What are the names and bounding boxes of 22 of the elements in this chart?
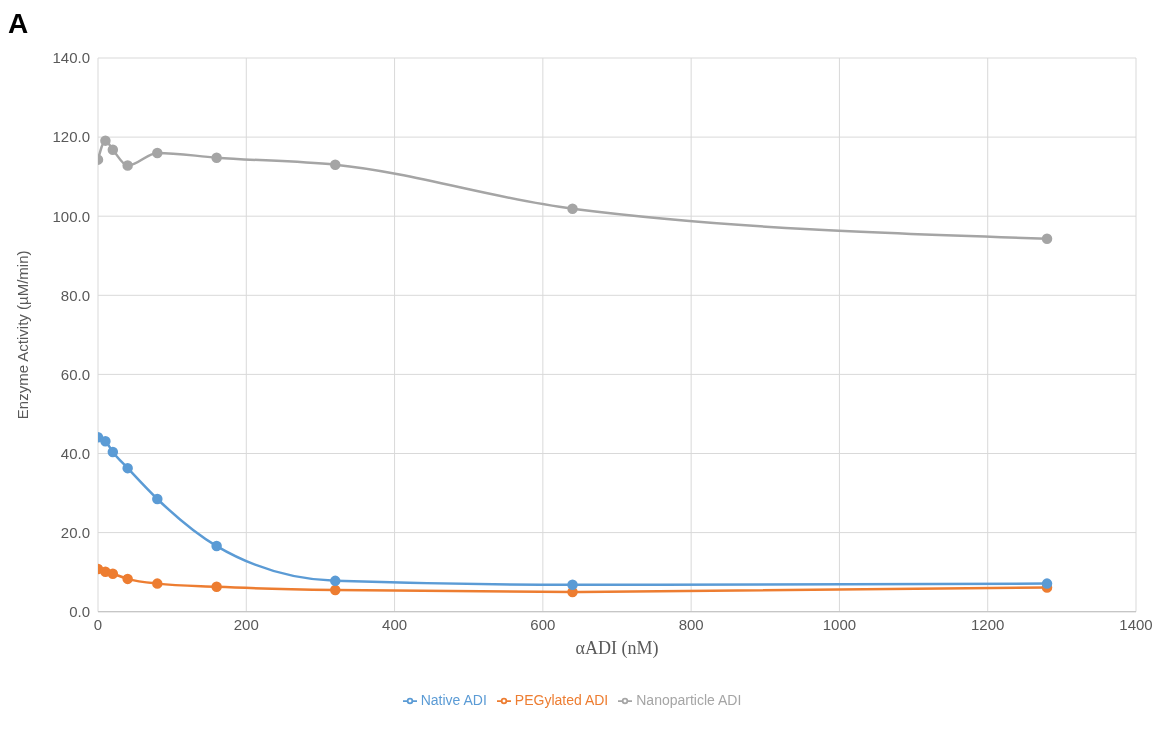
- x-tick-label: 600: [530, 616, 556, 634]
- legend-label: Nanoparticle ADI: [636, 691, 742, 708]
- x-tick-label: 1400: [1119, 616, 1153, 634]
- y-tick-label: 60.0: [60, 365, 90, 383]
- y-tick-label: 20.0: [60, 523, 90, 541]
- legend-label: Native ADI: [420, 691, 487, 708]
- text: A: [8, 8, 29, 40]
- x-tick-label: 200: [233, 616, 259, 634]
- y-tick-label: 0.0: [69, 603, 90, 621]
- y-tick-label: 40.0: [60, 444, 90, 462]
- y-axis-title: Enzyme Activity (µM/min): [14, 250, 32, 420]
- x-tick-label: 0: [93, 616, 103, 634]
- x-tick-label: 1000: [822, 616, 857, 634]
- legend-label: PEGylated ADI: [514, 691, 609, 708]
- y-tick-label: 100.0: [52, 207, 90, 225]
- y-tick-label: 140.0: [52, 49, 90, 67]
- y-tick-label: 120.0: [52, 128, 90, 146]
- x-tick-label: 400: [382, 616, 408, 634]
- x-tick-label: 800: [678, 616, 704, 634]
- x-axis-title: αADI (nM): [575, 638, 659, 660]
- y-tick-label: 80.0: [60, 286, 90, 304]
- x-tick-label: 1200: [971, 616, 1005, 634]
